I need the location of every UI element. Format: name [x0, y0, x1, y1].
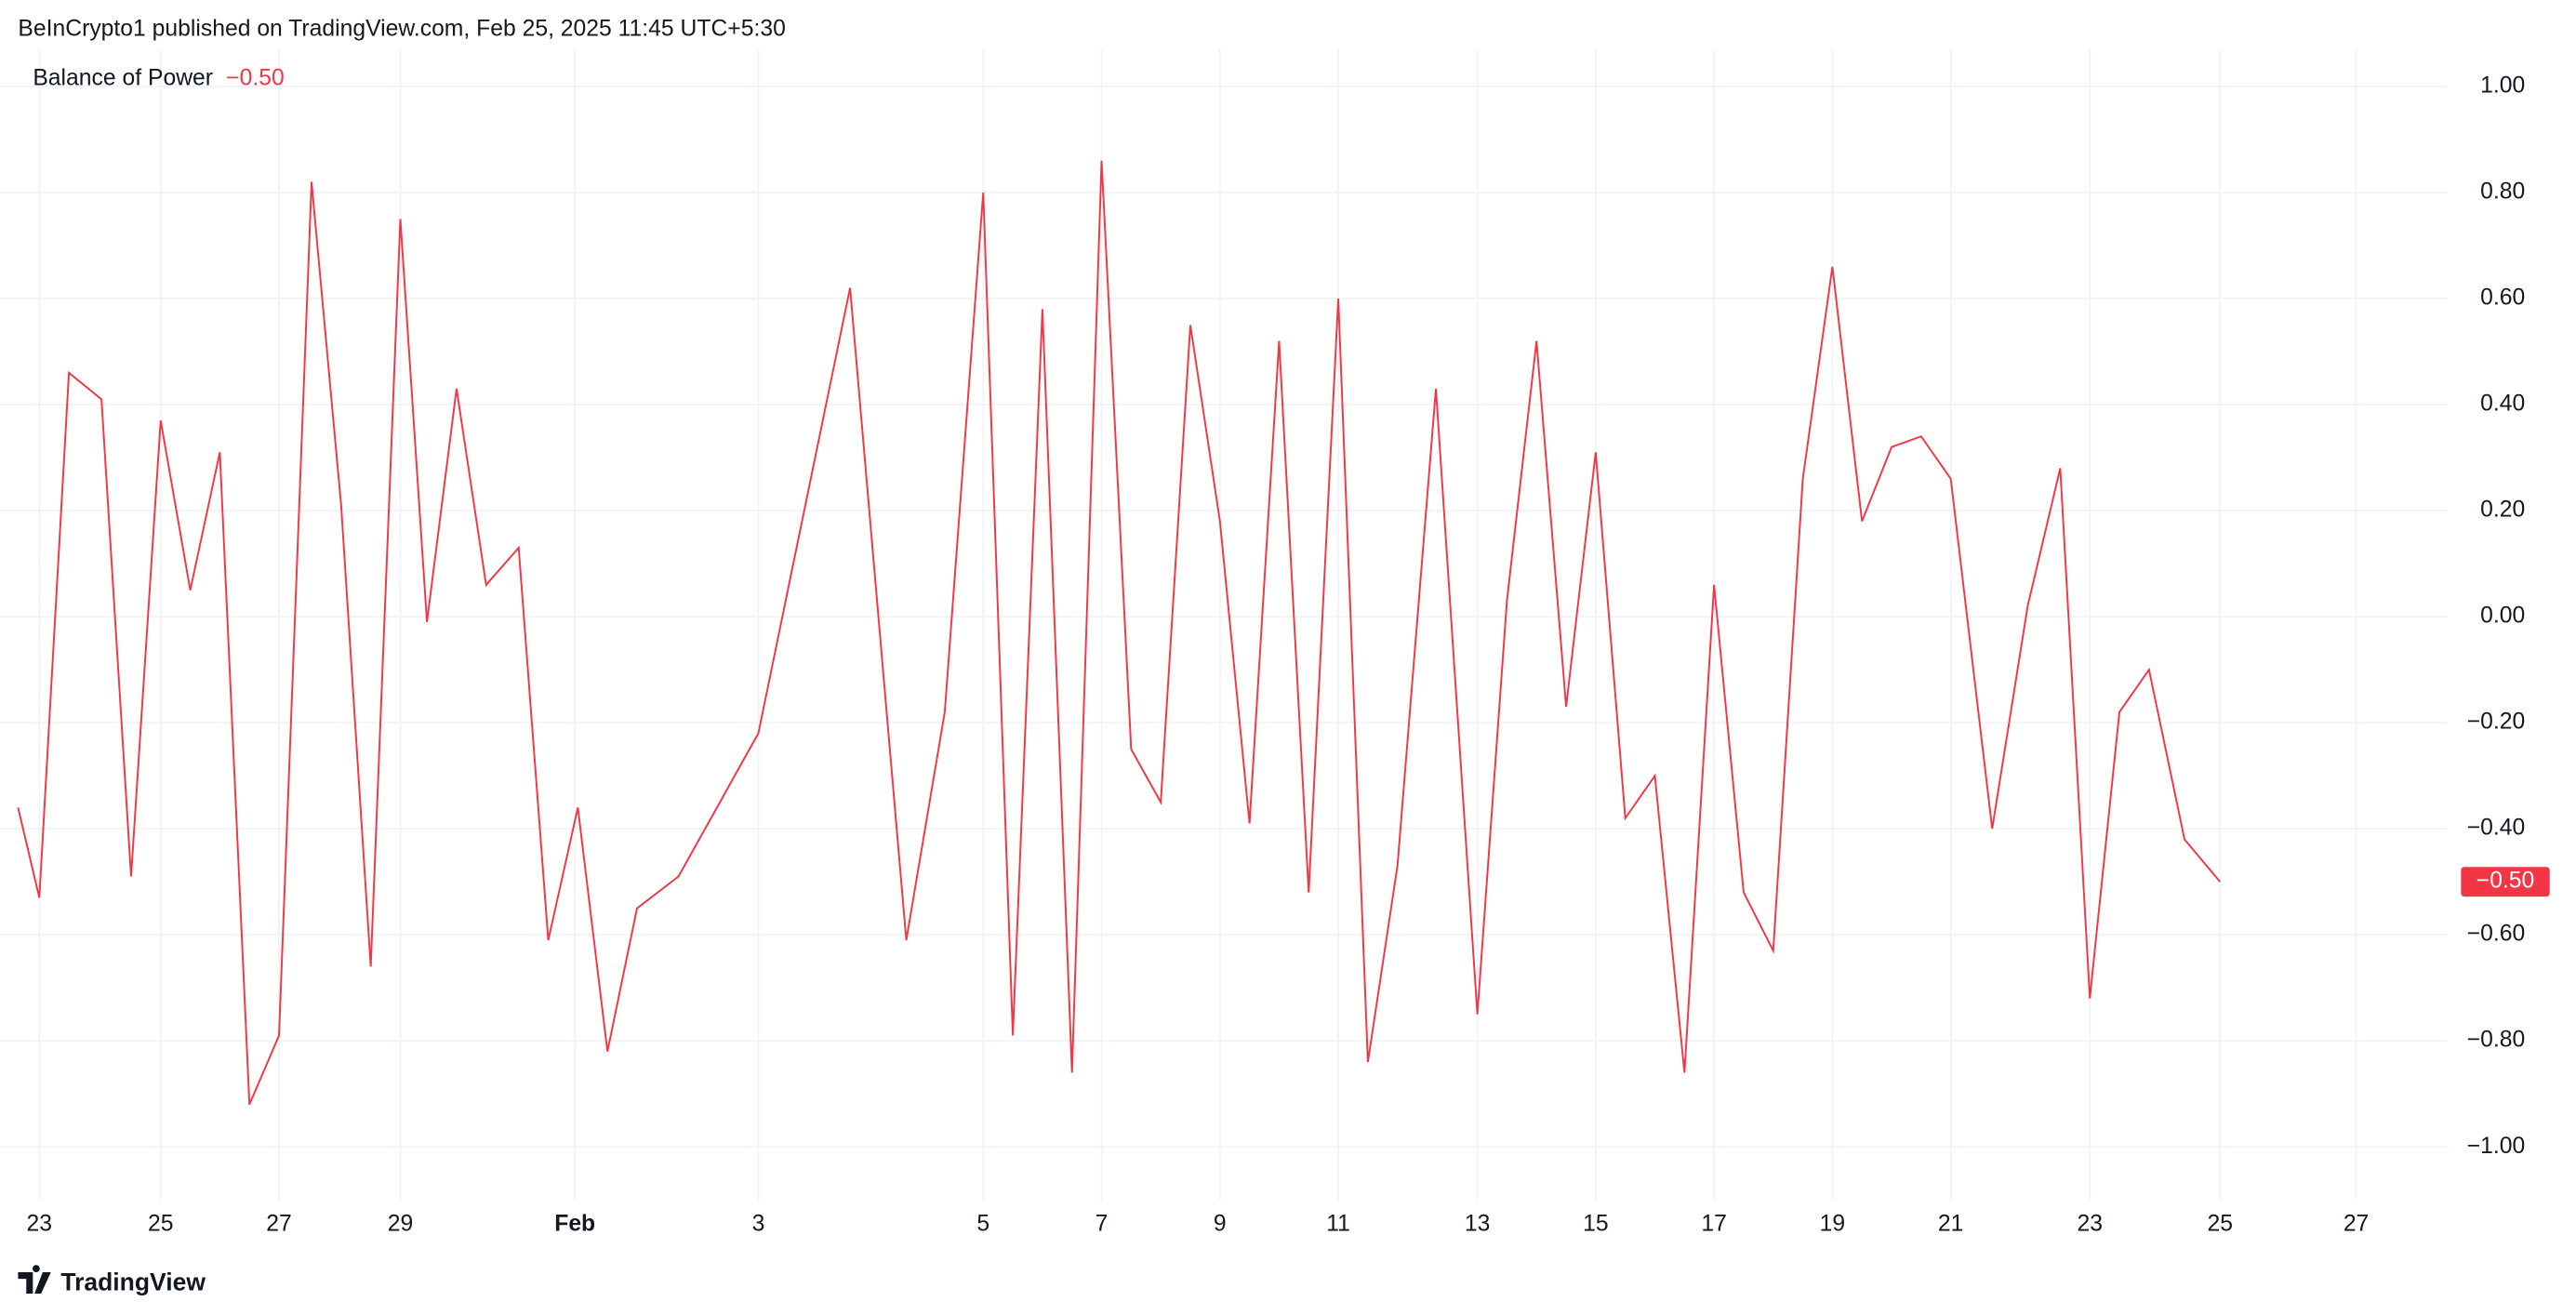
x-tick-label: 27	[266, 1211, 291, 1236]
series-line	[17, 160, 2221, 1106]
x-tick-label: Feb	[554, 1211, 595, 1236]
x-tick-label: 27	[2344, 1211, 2369, 1236]
logo	[18, 1265, 51, 1295]
x-tick-label: 9	[1214, 1211, 1227, 1236]
legend-value: −0.50	[226, 65, 285, 90]
x-tick-label: 23	[2077, 1211, 2102, 1236]
y-tick-label: 0.60	[2480, 286, 2525, 311]
y-tick-label: 1.00	[2480, 73, 2525, 98]
x-tick-label: 21	[1938, 1211, 1963, 1236]
header: BeInCrypto1 published on TradingView.com…	[18, 16, 785, 41]
x-tick-label: 13	[1465, 1211, 1490, 1236]
x-tick-label: 25	[148, 1211, 173, 1236]
x-tick-label: 7	[1095, 1211, 1109, 1236]
y-tick-label: −0.40	[2467, 816, 2526, 841]
x-tick-label: 19	[1820, 1211, 1845, 1236]
y-tick-label: −0.20	[2467, 710, 2526, 735]
last-value-label: −0.50	[2476, 869, 2535, 894]
y-tick-label: 0.40	[2480, 392, 2525, 417]
y-tick-label: −0.60	[2467, 922, 2526, 947]
x-tick-label: 17	[1701, 1211, 1726, 1236]
x-tick-label: 15	[1583, 1211, 1608, 1236]
footer-brand: TradingView	[60, 1268, 206, 1295]
x-tick-label: 23	[27, 1211, 52, 1236]
y-tick-label: −1.00	[2467, 1134, 2526, 1159]
y-tick-label: 0.20	[2480, 498, 2525, 523]
legend-name: Balance of Power	[33, 65, 213, 90]
x-tick-label: 3	[752, 1211, 765, 1236]
last-value-badge	[2461, 867, 2550, 897]
y-tick-label: 0.00	[2480, 604, 2525, 629]
y-tick-label: −0.80	[2467, 1028, 2526, 1053]
x-tick-label: 11	[1326, 1211, 1350, 1236]
x-tick-label: 25	[2207, 1211, 2232, 1236]
y-tick-label: 0.80	[2480, 179, 2525, 204]
x-tick-label: 5	[976, 1211, 989, 1236]
x-tick-label: 29	[388, 1211, 413, 1236]
